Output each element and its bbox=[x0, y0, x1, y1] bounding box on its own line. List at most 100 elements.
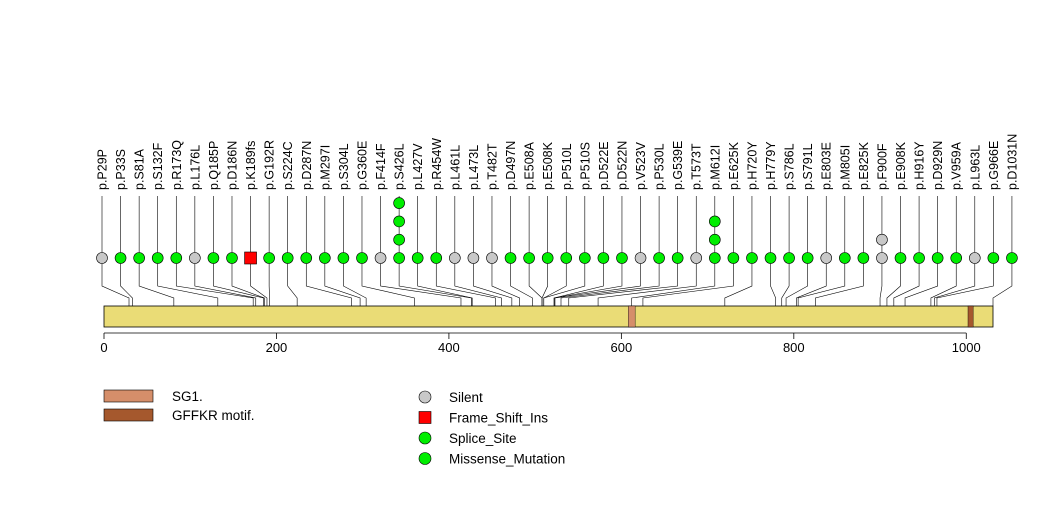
mutation-label: p.M297I bbox=[318, 145, 332, 190]
mutation-label: p.V959A bbox=[950, 141, 964, 190]
connector-line bbox=[417, 258, 473, 306]
lollipop-sticks bbox=[96, 196, 1018, 265]
legend: SG1. GFFKR motif. Silent Frame_Shift_Ins Spl… bbox=[103, 389, 565, 467]
x-tick-label: 600 bbox=[611, 340, 633, 355]
mutation-label: p.S791L bbox=[801, 143, 815, 190]
connector-line bbox=[528, 258, 543, 306]
domain-gffkr-motif bbox=[967, 305, 974, 328]
silent-marker bbox=[690, 252, 703, 264]
connector-line bbox=[992, 258, 1013, 306]
connector-line bbox=[879, 258, 883, 306]
x-tick-label: 200 bbox=[266, 340, 288, 355]
connector-line bbox=[380, 258, 462, 306]
legend-label: Frame_Shift_Ins bbox=[449, 411, 548, 426]
mutation-label: p.L461L bbox=[448, 145, 462, 190]
missense-marker bbox=[393, 197, 405, 209]
missense-marker bbox=[597, 252, 610, 264]
connector-line bbox=[398, 258, 472, 306]
missense-marker bbox=[653, 252, 665, 264]
mutation-label: p.E803E bbox=[820, 142, 834, 190]
mutation-label: p.H916Y bbox=[913, 141, 927, 190]
silent-marker bbox=[876, 252, 888, 264]
connector-line bbox=[175, 258, 254, 306]
mutation-label: p.D929N bbox=[931, 141, 945, 190]
mutation-label: p.S81A bbox=[133, 148, 147, 190]
mutation-label: p.S132F bbox=[151, 142, 165, 190]
connector-line bbox=[435, 258, 496, 306]
missense-marker bbox=[393, 233, 405, 246]
missense-marker bbox=[504, 252, 517, 264]
legend-marker bbox=[418, 452, 432, 465]
silent-marker bbox=[449, 252, 461, 264]
mutation-label: p.P29P bbox=[96, 149, 110, 190]
mutation-label: p.D522E bbox=[597, 141, 611, 190]
silent-marker bbox=[820, 252, 833, 264]
connector-line bbox=[250, 258, 268, 306]
connector-line bbox=[770, 258, 777, 306]
mutation-label: p.S224C bbox=[281, 141, 295, 190]
missense-marker bbox=[319, 252, 331, 264]
legend-label: Missense_Mutation bbox=[449, 452, 565, 467]
missense-marker bbox=[764, 252, 777, 264]
mutation-label: p.D522N bbox=[615, 141, 629, 190]
legend-swatch bbox=[103, 389, 154, 403]
connector-line bbox=[231, 258, 265, 306]
missense-marker bbox=[170, 252, 183, 264]
missense-marker bbox=[579, 252, 591, 264]
mutation-label: p.E625K bbox=[727, 141, 741, 190]
missense-marker bbox=[783, 252, 795, 264]
x-axis: 0 200 400 600 800 1000 bbox=[100, 332, 981, 355]
missense-marker bbox=[207, 252, 220, 264]
connector-line bbox=[785, 258, 808, 306]
legend-marker bbox=[418, 431, 432, 445]
silent-marker bbox=[374, 252, 387, 264]
mutation-label: p.V523V bbox=[634, 141, 648, 190]
x-tick-label: 1000 bbox=[952, 340, 981, 355]
legend-label: SG1. bbox=[172, 389, 203, 404]
mutation-label: p.S304L bbox=[337, 143, 351, 190]
legend-swatch bbox=[103, 408, 154, 422]
legend-marker bbox=[418, 390, 432, 404]
missense-marker bbox=[541, 252, 554, 264]
x-tick-label: 0 bbox=[100, 340, 107, 355]
mutation-label: p.E508A bbox=[523, 141, 537, 190]
connector-line bbox=[138, 258, 175, 306]
silent-marker bbox=[968, 252, 981, 264]
mutation-label: p.P510S bbox=[578, 142, 592, 190]
missense-marker bbox=[987, 252, 1000, 264]
missense-marker bbox=[616, 252, 628, 264]
missense-marker bbox=[838, 252, 851, 264]
mutation-label: p.R173Q bbox=[170, 140, 184, 190]
silent-marker bbox=[486, 252, 498, 264]
mutation-label: p.T573T bbox=[690, 143, 704, 190]
mutation-label: p.E825K bbox=[857, 141, 871, 190]
mutation-label: p.L963L bbox=[968, 145, 982, 190]
mutation-label: p.P530L bbox=[653, 143, 667, 190]
missense-marker bbox=[393, 215, 405, 228]
connector-line bbox=[157, 258, 219, 306]
x-tick-label: 800 bbox=[783, 340, 805, 355]
connector-line bbox=[631, 258, 716, 306]
missense-marker bbox=[950, 252, 963, 264]
connector-line bbox=[194, 258, 257, 306]
legend-frame-shift-marker bbox=[418, 411, 432, 424]
missense-marker bbox=[931, 252, 944, 264]
missense-marker bbox=[801, 252, 814, 264]
mutation-label: p.G192R bbox=[263, 140, 277, 190]
connector-line bbox=[815, 258, 864, 306]
mutation-label: p.E908K bbox=[894, 141, 908, 190]
mutation-label: p.Q185P bbox=[207, 141, 221, 190]
connector-line bbox=[213, 258, 264, 306]
missense-marker bbox=[746, 252, 758, 264]
connector-line bbox=[904, 258, 938, 306]
missense-marker bbox=[709, 215, 721, 228]
missense-marker bbox=[226, 252, 238, 264]
mutation-label: p.F900F bbox=[875, 143, 889, 190]
missense-marker bbox=[671, 252, 684, 264]
silent-marker bbox=[96, 252, 108, 264]
mutation-label: p.G966E bbox=[987, 141, 1001, 190]
mutation-label: p.T482T bbox=[485, 143, 499, 190]
connector-line bbox=[642, 258, 734, 306]
mutation-label: p.M805I bbox=[838, 145, 852, 190]
